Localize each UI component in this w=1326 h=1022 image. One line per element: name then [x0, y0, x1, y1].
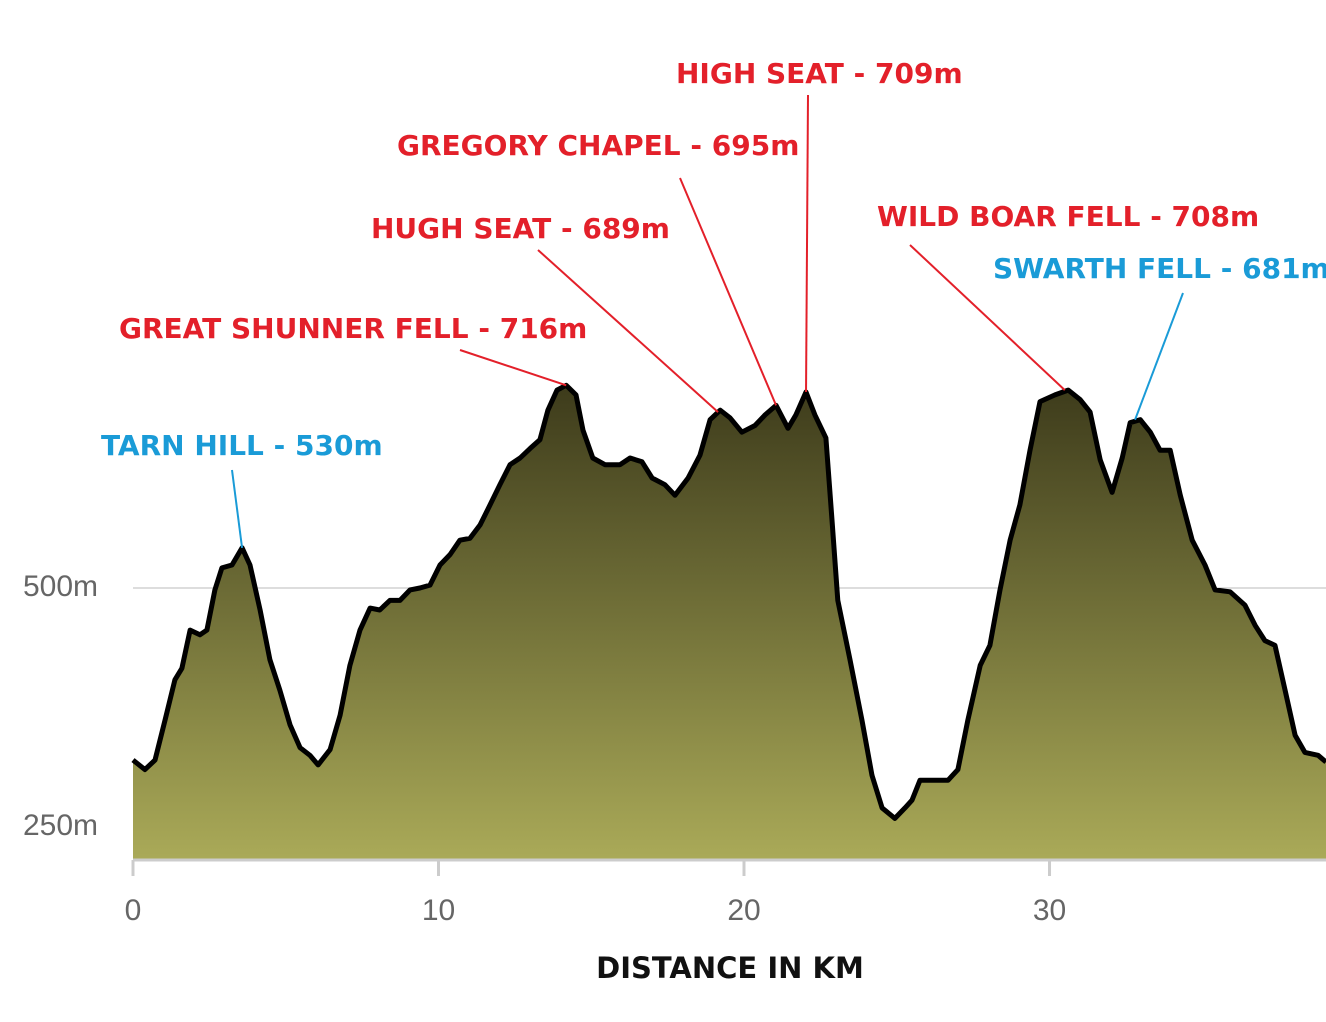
annotation-leader — [805, 94, 809, 393]
annotation-label: HIGH SEAT - 709m — [676, 57, 963, 90]
annotation-label: SWARTH FELL - 681m — [993, 252, 1326, 285]
x-tick-label: 20 — [727, 894, 760, 927]
y-tick-label: 250m — [23, 809, 98, 842]
annotation-leader — [679, 177, 778, 406]
x-tick-label: 0 — [125, 894, 142, 927]
profile-line — [131, 382, 1326, 821]
annotation-leader — [537, 249, 719, 413]
x-tick-label: 10 — [422, 894, 455, 927]
annotation-label: TARN HILL - 530m — [101, 429, 383, 462]
x-tick-label: 30 — [1033, 894, 1066, 927]
annotation-label: WILD BOAR FELL - 708m — [877, 200, 1259, 233]
annotation-leader — [459, 349, 567, 387]
annotation-leader — [909, 244, 1066, 391]
area-fill — [133, 385, 1326, 860]
annotation-label: HUGH SEAT - 689m — [371, 212, 670, 245]
y-tick-label: 500m — [23, 570, 98, 603]
annotation-label: GREAT SHUNNER FELL - 716m — [119, 312, 587, 345]
x-axis-title: DISTANCE IN KM — [596, 951, 864, 985]
annotation-label: GREGORY CHAPEL - 695m — [397, 129, 799, 162]
annotation-leader — [1134, 292, 1184, 421]
annotation-leader — [231, 469, 244, 548]
